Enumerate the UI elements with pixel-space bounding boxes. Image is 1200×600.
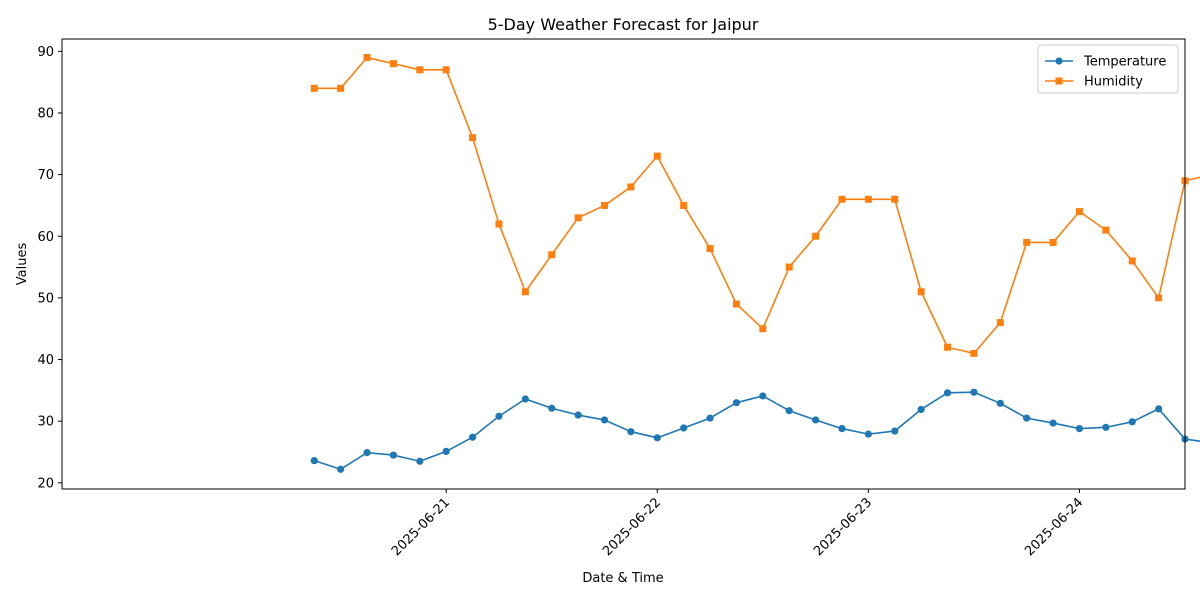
temperature-point (864, 430, 872, 438)
humidity-point (917, 288, 925, 296)
humidity-point (706, 245, 714, 253)
humidity-point (416, 66, 424, 74)
legend-label-temperature: Temperature (1083, 55, 1166, 70)
temperature-point (1049, 419, 1057, 427)
humidity-point (812, 232, 820, 240)
humidity-point (574, 214, 582, 222)
humidity-point (785, 263, 793, 271)
temperature-point (1128, 418, 1136, 426)
plot-frame (61, 38, 1186, 490)
y-tick-label: 50 (37, 291, 54, 306)
temperature-point (970, 388, 978, 396)
humidity-point (469, 134, 477, 142)
temperature-point (1155, 405, 1163, 413)
legend-label-humidity: Humidity (1084, 75, 1143, 90)
y-tick-label: 80 (37, 106, 54, 121)
temperature-point (337, 465, 345, 473)
temperature-point (732, 399, 741, 407)
temperature-point (706, 414, 714, 422)
temperature-point (442, 447, 450, 455)
y-axis: 20 30 40 50 60 70 80 90 (37, 45, 62, 491)
humidity-point (1049, 238, 1057, 246)
y-tick-label: 40 (37, 353, 54, 368)
temperature-point (996, 399, 1004, 407)
humidity-point (495, 220, 503, 228)
humidity-point (389, 60, 397, 68)
temperature-point (838, 424, 846, 433)
humidity-point (1075, 208, 1083, 216)
y-tick-label: 70 (37, 168, 54, 183)
temperature-point (389, 451, 398, 459)
temperature-point (917, 405, 925, 414)
temperature-point (627, 428, 635, 436)
humidity-point (363, 53, 371, 61)
humidity-point (970, 349, 978, 357)
x-axis-label: Date & Time (582, 571, 663, 586)
y-tick-label: 30 (37, 415, 54, 430)
temperature-point (310, 457, 318, 465)
humidity-point (732, 300, 740, 308)
legend: Temperature Humidity (1037, 44, 1179, 94)
temperature-point (653, 434, 661, 442)
temperature-point (785, 407, 793, 415)
y-tick-label: 90 (37, 45, 54, 60)
temperature-line (314, 391, 1200, 471)
temperature-point (363, 449, 371, 457)
temperature-point (891, 427, 899, 435)
temperature-point (680, 424, 688, 432)
temperature-point (468, 433, 477, 441)
y-axis-label: Values (15, 243, 30, 286)
humidity-point (337, 84, 345, 92)
temperature-point (1075, 424, 1084, 433)
humidity-point (864, 195, 872, 203)
temperature-point (811, 416, 820, 424)
y-tick-label: 60 (37, 230, 54, 245)
humidity-point (653, 152, 661, 160)
temperature-point (1102, 423, 1110, 431)
humidity-point (891, 195, 899, 203)
temperature-point (495, 412, 503, 420)
temperature-point (943, 389, 952, 397)
legend-marker-temperature (1055, 57, 1063, 65)
humidity-point (442, 66, 450, 74)
humidity-point (944, 343, 952, 351)
legend-marker-humidity (1055, 77, 1063, 85)
humidity-point (521, 288, 529, 296)
temperature-point (521, 395, 529, 403)
humidity-point (548, 251, 556, 259)
y-tick-label: 20 (37, 476, 54, 491)
humidity-point (1102, 226, 1110, 234)
humidity-point (759, 325, 767, 333)
humidity-point (1155, 294, 1163, 302)
humidity-point (627, 183, 635, 191)
series-layer (310, 53, 1200, 473)
temperature-point (759, 392, 767, 400)
temperature-point (1023, 414, 1031, 422)
humidity-line (314, 56, 1200, 355)
humidity-point (1023, 238, 1031, 246)
temperature-point (416, 457, 424, 465)
humidity-point (310, 84, 318, 92)
humidity-point (838, 195, 846, 203)
temperature-point (600, 416, 609, 424)
humidity-point (1128, 257, 1136, 265)
humidity-point (680, 201, 688, 209)
chart-title: 5-Day Weather Forecast for Jaipur (488, 15, 759, 34)
temperature-point (548, 404, 556, 412)
humidity-point (601, 201, 609, 209)
temperature-point (574, 411, 582, 419)
humidity-point (996, 319, 1004, 327)
